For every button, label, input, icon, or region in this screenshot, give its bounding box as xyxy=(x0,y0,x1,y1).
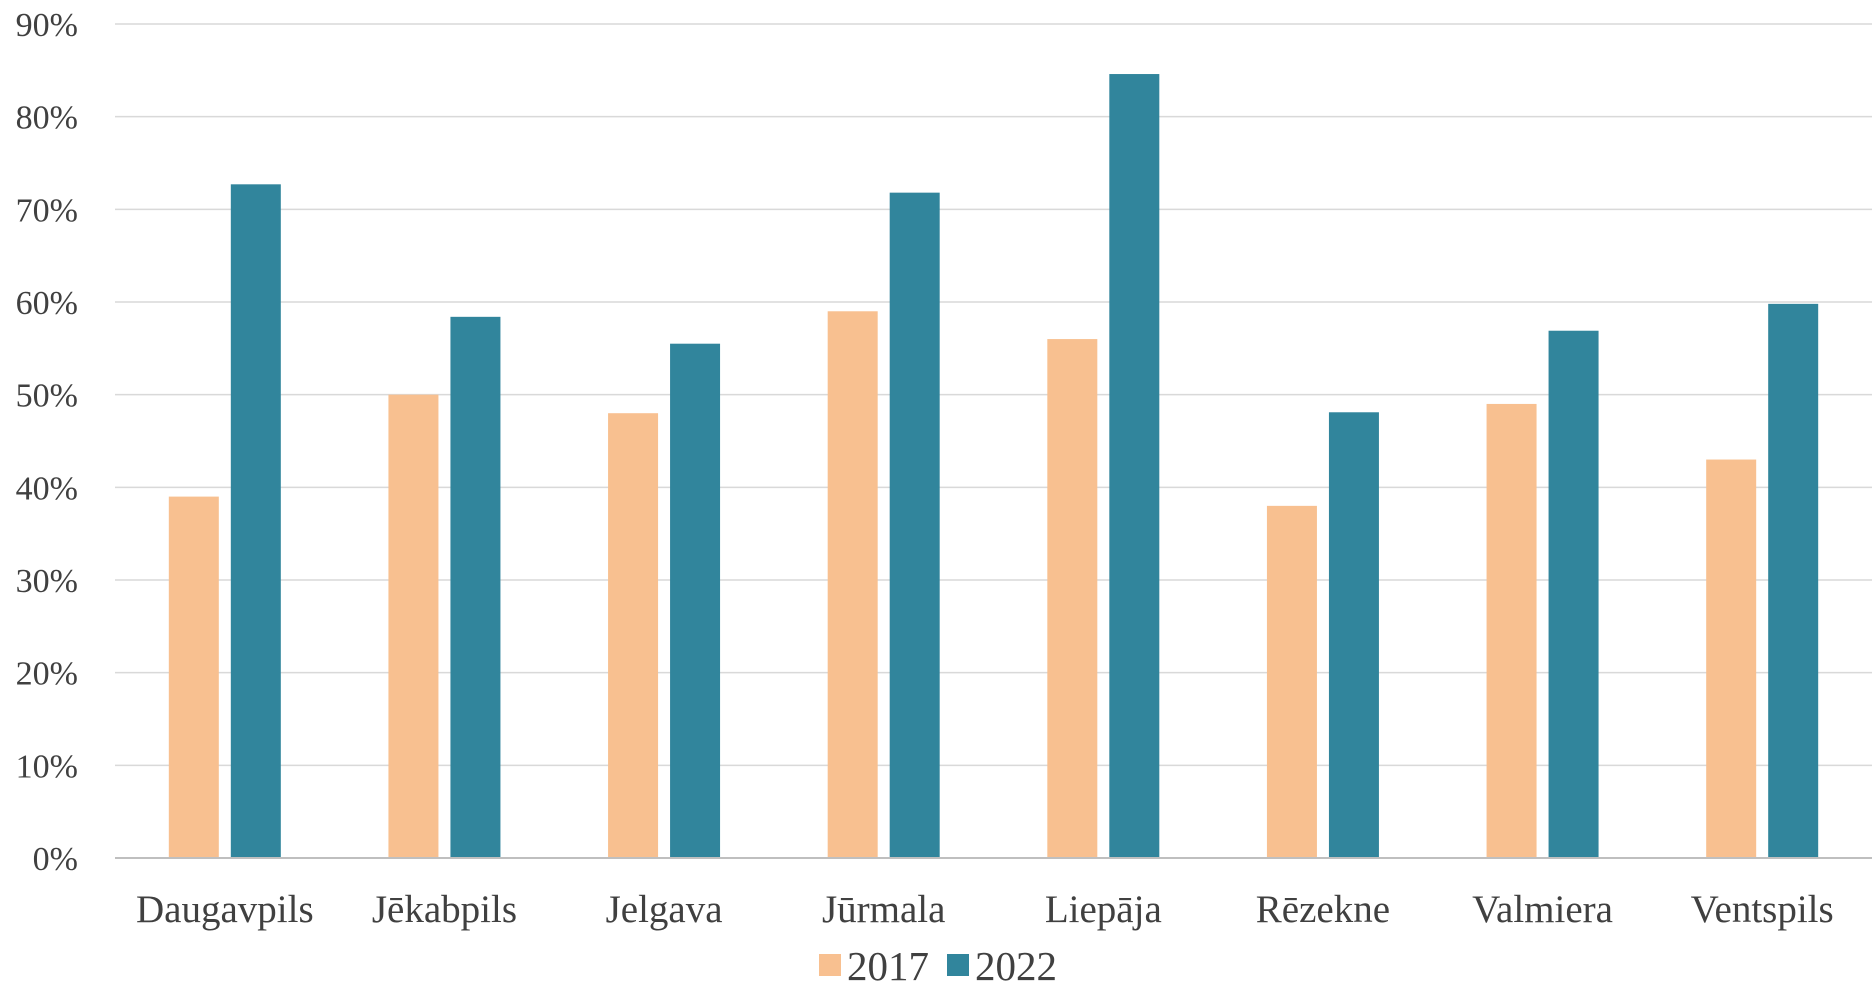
x-tick-label: Ventspils xyxy=(1691,888,1834,931)
y-tick-label: 90% xyxy=(16,7,78,44)
legend: 2017 2022 xyxy=(819,943,1057,989)
x-tick-label: Valmiera xyxy=(1472,888,1613,931)
bar-2022-ventspils xyxy=(1768,303,1819,858)
y-tick-label: 70% xyxy=(16,192,78,229)
bar-2022-valmiera xyxy=(1548,330,1599,858)
legend-swatch-2022 xyxy=(947,954,969,976)
bar-2022-jelgava xyxy=(670,343,721,858)
bar-2017-ventspils xyxy=(1706,459,1757,858)
x-tick-label: Jēkabpils xyxy=(372,888,517,931)
legend-swatch-2017 xyxy=(819,954,841,976)
x-tick-label: Rēzekne xyxy=(1256,888,1390,931)
legend-label-2017: 2017 xyxy=(847,943,929,989)
bar-2017-jūrmala xyxy=(827,311,878,858)
bar-2022-daugavpils xyxy=(230,184,281,858)
x-tick-label: Jelgava xyxy=(606,888,723,931)
y-tick-label: 80% xyxy=(16,100,78,137)
bar-2017-liepāja xyxy=(1047,339,1098,859)
x-tick-label: Daugavpils xyxy=(136,888,314,931)
y-tick-label: 20% xyxy=(16,656,78,693)
y-tick-label: 40% xyxy=(16,470,78,507)
y-axis-tick-labels: 0% 10% 20% 30% 40% 50% 60% 70% 80% 90% xyxy=(16,7,78,878)
y-tick-label: 50% xyxy=(16,378,78,415)
bar-2017-rēzekne xyxy=(1266,505,1317,858)
bar-2022-rēzekne xyxy=(1328,412,1379,858)
x-axis-category-labels: Daugavpils Jēkabpils Jelgava Jūrmala Liepāja… xyxy=(136,888,1834,931)
x-tick-label: Jūrmala xyxy=(822,888,945,931)
x-tick-label: Liepāja xyxy=(1045,888,1162,931)
bar-2017-jēkabpils xyxy=(388,394,439,858)
bar-2022-liepāja xyxy=(1109,74,1160,859)
bar-2022-jūrmala xyxy=(889,192,940,859)
bar-2022-jēkabpils xyxy=(450,316,501,858)
gridlines xyxy=(115,23,1872,767)
bar-2017-daugavpils xyxy=(168,496,219,858)
legend-label-2022: 2022 xyxy=(975,943,1057,989)
bar-2017-valmiera xyxy=(1486,403,1537,858)
bar-2017-jelgava xyxy=(608,413,659,858)
y-tick-label: 30% xyxy=(16,563,78,600)
y-tick-label: 0% xyxy=(33,841,78,878)
bars xyxy=(168,74,1819,859)
y-tick-label: 60% xyxy=(16,285,78,322)
y-tick-label: 10% xyxy=(16,748,78,785)
